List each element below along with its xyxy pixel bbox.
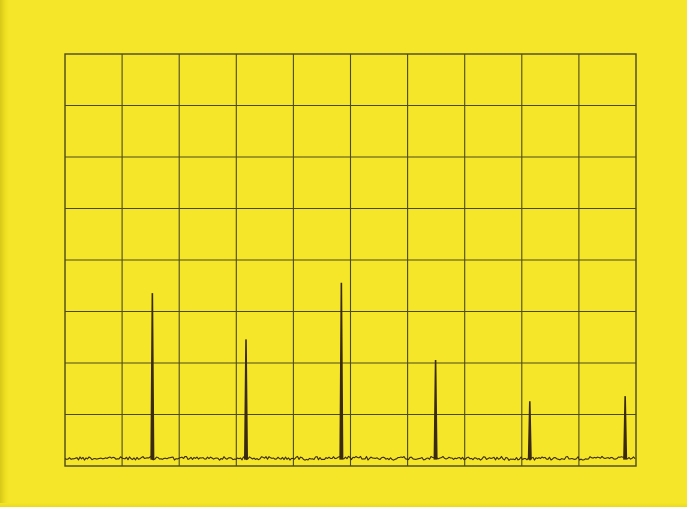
baseline-noise-trace [64, 455, 636, 461]
spectrum-trace [64, 455, 636, 461]
spectral-peak-1 [150, 293, 155, 460]
spectral-peak-3 [339, 282, 344, 460]
peak-group [150, 282, 628, 460]
panel-left-shadow [0, 0, 9, 507]
graticule-grid [64, 53, 637, 467]
spectral-peak-2 [244, 339, 249, 460]
spectral-peak-5 [527, 401, 532, 460]
spectral-peak-4 [433, 360, 438, 460]
panel-bottom-edge [0, 503, 687, 507]
spectral-peak-6 [623, 396, 628, 460]
